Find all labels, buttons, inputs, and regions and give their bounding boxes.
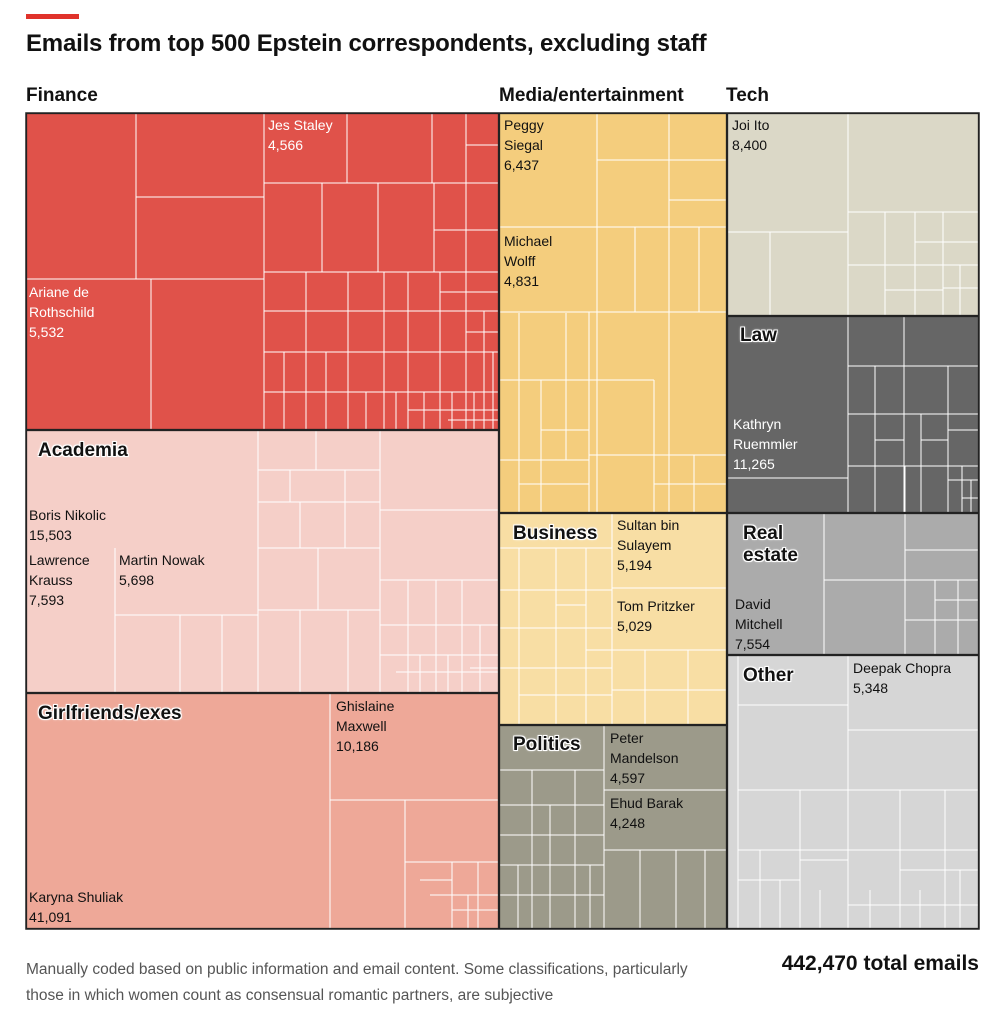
- data-label-ehud-barak: Ehud Barak 4,248: [610, 795, 684, 831]
- data-value-peter-mandelson: 4,597: [610, 770, 646, 786]
- data-value-boris-nikolic: 15,503: [29, 527, 72, 543]
- category-label-girlfriends-exes: Girlfriends/exes: [38, 703, 182, 724]
- category-label-real-estate: Real estate: [743, 523, 798, 566]
- data-value-joi-ito: 8,400: [732, 137, 768, 153]
- category-rect-media-entertainment: [499, 113, 727, 513]
- data-value-david-mitchell: 7,554: [735, 636, 771, 652]
- data-label-boris-nikolic: Boris Nikolic 15,503: [29, 507, 107, 543]
- data-label-kathryn-ruemmler: Kathryn Ruemmler 11,265: [733, 416, 798, 472]
- category-label-business: Business: [513, 523, 598, 544]
- data-label-tom-pritzker: Tom Pritzker 5,029: [617, 598, 695, 634]
- category-label-politics: Politics: [513, 734, 581, 755]
- category-label-tech: Tech: [726, 85, 769, 106]
- data-label-lawrence-krauss: Lawrence Krauss 7,593: [29, 552, 90, 608]
- data-value-kathryn-ruemmler: 11,265: [733, 456, 775, 472]
- data-label-peggy-siegal: Peggy Siegal 6,437: [504, 117, 544, 173]
- category-rect-girlfriends-exes: [26, 693, 499, 929]
- accent-bar: [26, 14, 79, 19]
- category-rect-academia: [26, 430, 499, 693]
- category-label-finance: Finance: [26, 85, 98, 106]
- category-label-media-entertainment: Media/entertainment: [499, 85, 684, 106]
- category-label-law: Law: [740, 325, 777, 346]
- category-rect-tech: [727, 113, 979, 316]
- data-value-tom-pritzker: 5,029: [617, 618, 653, 634]
- total-emails: 442,470 total emails: [781, 952, 979, 975]
- data-label-martin-nowak: Martin Nowak 5,698: [119, 552, 205, 588]
- data-label-michael-wolff: Michael Wolff 4,831: [504, 233, 553, 289]
- data-value-michael-wolff: 4,831: [504, 273, 540, 289]
- data-label-ghislaine-maxwell: Ghislaine Maxwell 10,186: [336, 698, 395, 754]
- data-label-peter-mandelson: Peter Mandelson 4,597: [610, 730, 679, 786]
- data-label-david-mitchell: David Mitchell 7,554: [735, 596, 783, 652]
- data-label-jes-staley: Jes Staley 4,566: [268, 117, 333, 153]
- data-value-karyna-shuliak: 41,091: [29, 909, 72, 925]
- category-rect-other: [727, 655, 979, 929]
- footnote: Manually coded based on public informati…: [26, 961, 688, 1004]
- category-rect-real-estate: [727, 513, 979, 655]
- data-value-ariane-de-rothschild: 5,532: [29, 324, 65, 340]
- category-label-other: Other: [743, 665, 794, 686]
- data-value-deepak-chopra: 5,348: [853, 680, 889, 696]
- data-value-martin-nowak: 5,698: [119, 572, 155, 588]
- data-label-karyna-shuliak: Karyna Shuliak 41,091: [29, 889, 124, 925]
- data-value-lawrence-krauss: 7,593: [29, 592, 65, 608]
- data-value-ghislaine-maxwell: 10,186: [336, 738, 379, 754]
- data-label-sultan-bin-sulayem: Sultan bin Sulayem 5,194: [617, 517, 680, 573]
- category-label-academia: Academia: [38, 440, 128, 461]
- data-label-deepak-chopra: Deepak Chopra 5,348: [853, 660, 952, 696]
- category-border-business: [498, 512, 728, 726]
- data-label-joi-ito: Joi Ito 8,400: [732, 117, 770, 153]
- chart-title: Emails from top 500 Epstein corresponden…: [26, 30, 707, 57]
- data-value-peggy-siegal: 6,437: [504, 157, 540, 173]
- data-label-ariane-de-rothschild: Ariane de Rothschild 5,532: [29, 284, 95, 340]
- data-value-jes-staley: 4,566: [268, 137, 304, 153]
- treemap-outline: [25, 112, 980, 930]
- data-value-sultan-bin-sulayem: 5,194: [617, 557, 653, 573]
- data-value-ehud-barak: 4,248: [610, 815, 646, 831]
